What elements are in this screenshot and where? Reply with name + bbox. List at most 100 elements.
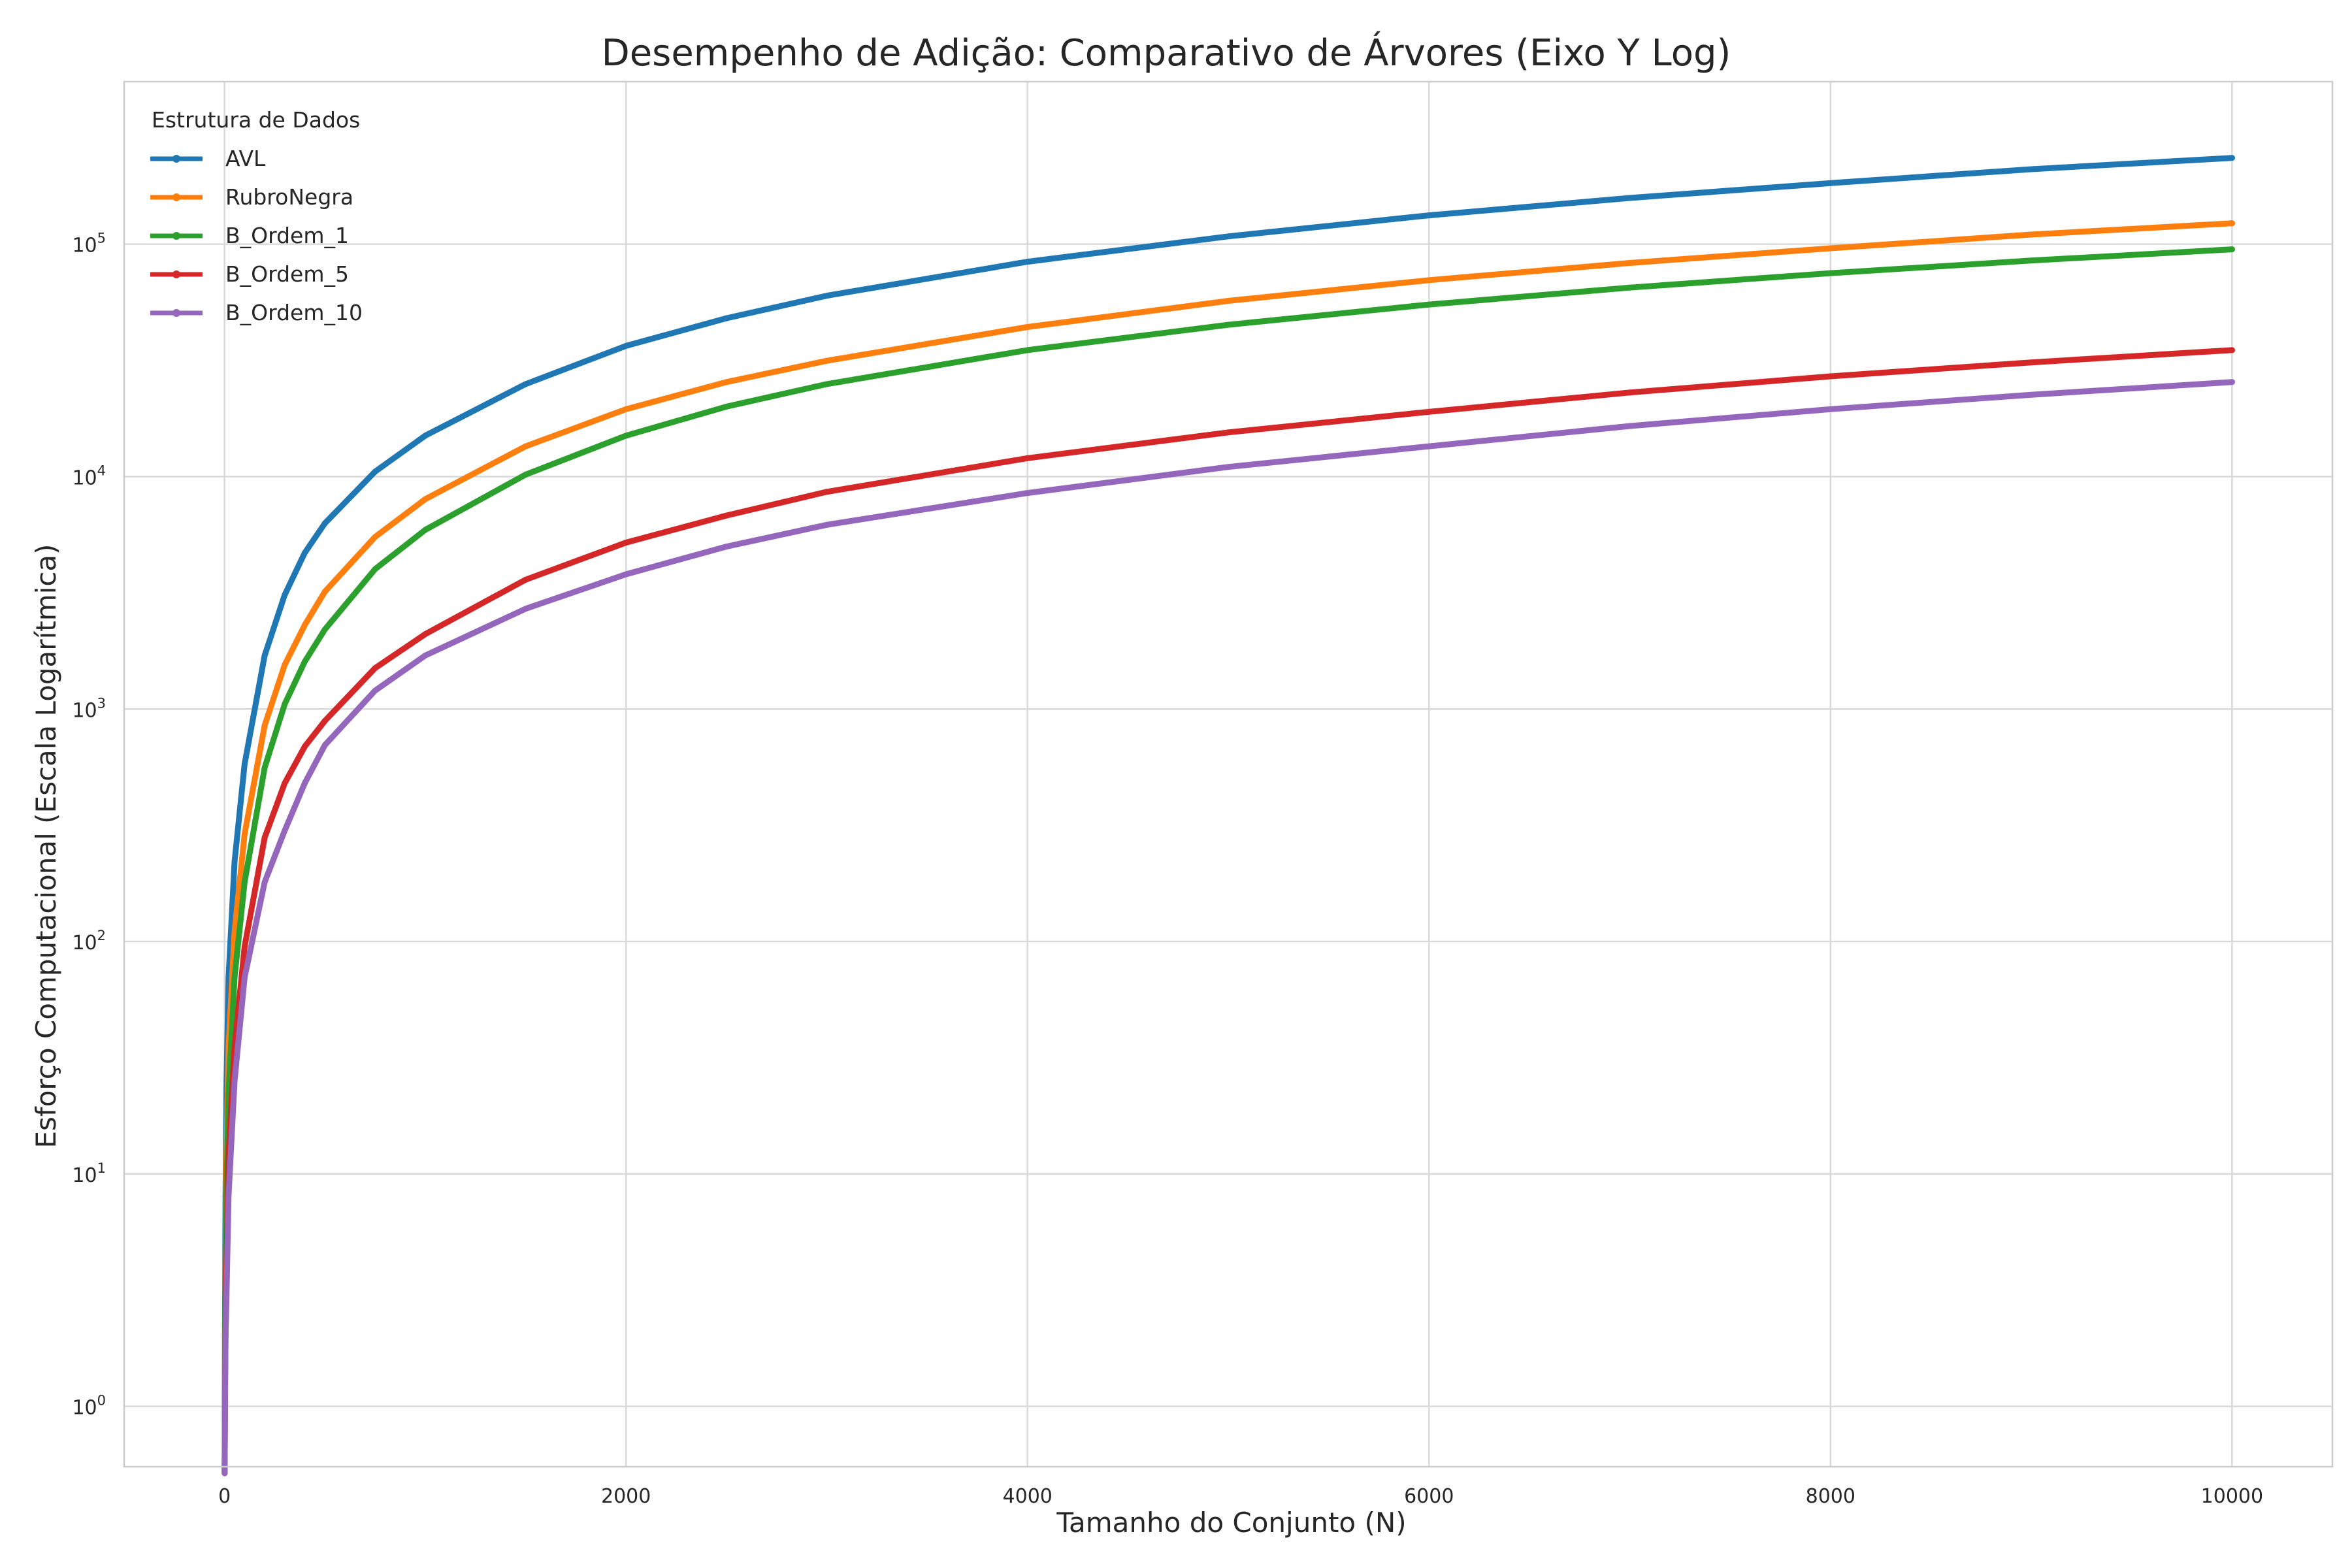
data-point <box>623 342 629 349</box>
data-point <box>1024 259 1031 265</box>
data-point <box>623 571 629 578</box>
data-point <box>1024 324 1031 330</box>
data-point <box>422 433 429 439</box>
data-point <box>302 549 308 556</box>
legend-items: AVL RubroNegra B_Ordem_1 B_Ordem_5 B_Ordem_1… <box>150 146 363 325</box>
data-point <box>231 858 238 865</box>
data-point <box>1426 212 1432 219</box>
data-point <box>2028 166 2034 172</box>
data-point <box>2028 231 2034 238</box>
data-point <box>1627 260 1633 266</box>
y-tick-label: 100 <box>72 1393 106 1420</box>
legend-marker <box>172 270 180 278</box>
data-point <box>372 566 378 572</box>
legend-label: B_Ordem_1 <box>225 223 349 248</box>
data-point <box>422 652 429 659</box>
x-tick-label: 6000 <box>1404 1485 1454 1508</box>
data-point <box>2229 220 2235 227</box>
data-point <box>231 974 238 981</box>
data-point <box>623 540 629 546</box>
data-point <box>824 521 830 528</box>
legend-item: B_Ordem_1 <box>150 223 349 248</box>
data-point <box>2229 347 2235 353</box>
data-point <box>2229 246 2235 253</box>
data-point <box>824 293 830 299</box>
data-point <box>422 631 429 638</box>
grid <box>124 82 2332 1467</box>
data-point <box>321 589 328 595</box>
data-point <box>241 760 248 767</box>
series-b-ordem-10 <box>221 379 2235 1477</box>
data-point <box>723 544 730 550</box>
data-point <box>1426 301 1432 308</box>
data-point <box>623 406 629 412</box>
plot-area <box>124 82 2332 1467</box>
data-point <box>1827 245 1834 252</box>
data-point <box>523 606 529 612</box>
data-point <box>1827 373 1834 380</box>
data-point <box>824 381 830 387</box>
data-point <box>241 974 248 981</box>
data-point <box>523 381 529 387</box>
x-axis-ticks: 0 2000 4000 6000 8000 10000 <box>218 1485 2263 1508</box>
data-point <box>1426 408 1432 415</box>
legend-marker <box>172 232 180 240</box>
data-point <box>523 443 529 449</box>
data-point <box>282 827 288 834</box>
data-point <box>302 780 308 787</box>
data-point <box>222 1333 229 1339</box>
data-point <box>1225 464 1232 470</box>
data-point <box>723 379 730 385</box>
data-point <box>261 834 268 841</box>
x-tick-label: 0 <box>218 1485 231 1508</box>
data-point <box>302 743 308 750</box>
data-point <box>1827 406 1834 412</box>
y-tick-label: 105 <box>72 231 106 257</box>
data-point <box>1024 455 1031 461</box>
y-tick-label: 102 <box>72 928 106 955</box>
data-point <box>321 742 328 748</box>
data-point <box>1827 270 1834 276</box>
y-tick-label: 101 <box>72 1160 106 1187</box>
data-point <box>723 403 730 410</box>
data-point <box>282 780 288 787</box>
y-axis-title: Esforço Computacional (Escala Logarítmic… <box>30 544 62 1149</box>
legend-label: B_Ordem_5 <box>225 261 349 287</box>
data-point <box>282 701 288 708</box>
data-point <box>723 512 730 519</box>
data-point <box>261 879 268 885</box>
data-point <box>1225 321 1232 328</box>
data-point <box>282 591 288 598</box>
data-point <box>1627 284 1633 291</box>
data-point <box>223 1292 230 1299</box>
data-point <box>282 662 288 668</box>
data-point <box>241 831 248 837</box>
legend-marker <box>172 193 180 201</box>
data-point <box>422 496 429 502</box>
data-point <box>231 1078 238 1085</box>
data-point <box>723 315 730 321</box>
legend-item: AVL <box>150 146 266 171</box>
data-point <box>241 943 248 950</box>
data-point <box>824 357 830 364</box>
legend-item: RubroNegra <box>150 184 353 210</box>
data-point <box>623 433 629 439</box>
data-point <box>2028 391 2034 398</box>
plot-frame <box>123 80 2334 1468</box>
y-tick-label: 104 <box>72 463 106 489</box>
data-point <box>372 687 378 694</box>
data-point <box>302 622 308 629</box>
data-point <box>1627 195 1633 201</box>
data-point <box>1627 423 1633 429</box>
x-tick-label: 8000 <box>1806 1485 1855 1508</box>
x-axis-title: Tamanho do Conjunto (N) <box>1056 1507 1406 1539</box>
x-tick-label: 2000 <box>601 1485 651 1508</box>
data-point <box>321 520 328 527</box>
legend-title: Estrutura de Dados <box>152 107 360 133</box>
data-point <box>1827 180 1834 186</box>
legend-label: B_Ordem_10 <box>225 300 363 325</box>
data-point <box>1426 443 1432 449</box>
data-point <box>241 879 248 885</box>
data-point <box>1426 277 1432 284</box>
